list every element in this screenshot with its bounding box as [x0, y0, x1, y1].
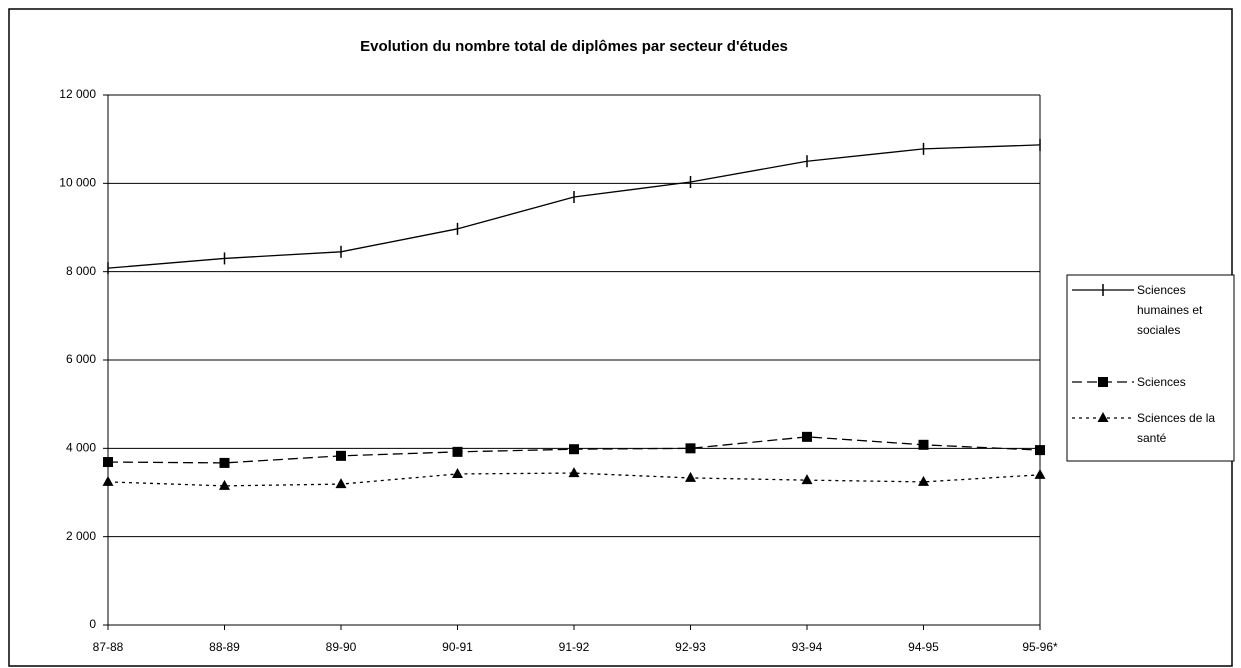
chart-frame	[8, 8, 1233, 667]
marker	[568, 467, 580, 478]
x-tick-label: 87-88	[93, 640, 124, 654]
marker	[335, 478, 347, 489]
x-tick-label: 91-92	[559, 640, 590, 654]
marker	[802, 431, 812, 442]
marker	[801, 474, 813, 485]
x-tick-label: 95-96*	[1022, 640, 1058, 654]
y-tick-label: 12 000	[59, 87, 96, 101]
marker	[1097, 412, 1109, 422]
y-tick-label: 2 000	[66, 529, 96, 543]
marker	[219, 479, 230, 490]
chart-title: Evolution du nombre total de diplômes pa…	[360, 38, 788, 55]
y-tick-label: 6 000	[66, 352, 96, 366]
legend-label: Sciences de la santé	[1137, 411, 1216, 445]
legend-label: Sciences humaines et sociales	[1137, 283, 1203, 337]
marker	[219, 457, 230, 468]
legend-label-box: Sciences	[1137, 375, 1186, 389]
x-tick-label: 94-95	[908, 640, 939, 654]
y-tick-label: 8 000	[66, 264, 96, 278]
legend-label: Sciences	[1137, 375, 1186, 389]
marker	[569, 444, 579, 455]
legend-label-box: Sciences de la santé	[1137, 411, 1216, 445]
marker	[918, 439, 929, 450]
x-tick-label: 90-91	[442, 640, 473, 654]
series-line	[107, 472, 1041, 487]
marker	[336, 450, 346, 461]
x-tick-label: 92-93	[675, 640, 706, 654]
y-tick-label: 0	[89, 617, 96, 631]
y-tick-label: 10 000	[59, 176, 96, 190]
marker	[1034, 468, 1046, 479]
marker	[452, 467, 463, 478]
marker	[102, 475, 114, 486]
marker	[452, 446, 463, 457]
y-tick-label: 4 000	[66, 441, 96, 455]
x-tick-label: 89-90	[326, 640, 357, 654]
legend-label-box: Sciences humaines et sociales	[1137, 283, 1203, 337]
legend-box	[1066, 274, 1235, 462]
marker	[918, 475, 929, 486]
marker	[685, 443, 696, 454]
marker	[685, 471, 696, 482]
x-tick-label: 93-94	[792, 640, 823, 654]
marker	[1098, 377, 1108, 387]
marker	[103, 457, 113, 468]
marker	[1035, 445, 1045, 456]
x-tick-label: 88-89	[209, 640, 240, 654]
